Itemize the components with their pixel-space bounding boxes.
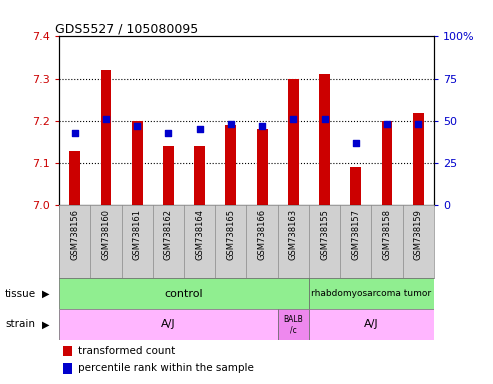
Text: GDS5527 / 105080095: GDS5527 / 105080095: [55, 22, 199, 35]
Text: GSM738164: GSM738164: [195, 209, 204, 260]
Text: rhabdomyosarcoma tumor: rhabdomyosarcoma tumor: [312, 289, 431, 298]
Bar: [70, 151, 80, 205]
Point: [196, 126, 204, 132]
Bar: [309, 309, 434, 340]
Point: [102, 116, 110, 122]
Text: strain: strain: [5, 319, 35, 329]
Text: GSM738166: GSM738166: [258, 209, 267, 260]
Text: control: control: [165, 289, 204, 299]
Text: GSM738156: GSM738156: [70, 209, 79, 260]
Text: GSM738159: GSM738159: [414, 209, 423, 260]
Bar: [309, 278, 434, 309]
Text: ▶: ▶: [42, 289, 49, 299]
Point: [414, 121, 422, 127]
Point: [165, 130, 173, 136]
Bar: [382, 121, 392, 205]
Bar: [194, 146, 205, 205]
Text: A/J: A/J: [364, 319, 379, 329]
Bar: [132, 121, 142, 205]
Text: A/J: A/J: [161, 319, 176, 329]
Text: GSM738162: GSM738162: [164, 209, 173, 260]
Text: GSM738161: GSM738161: [133, 209, 141, 260]
Bar: [257, 129, 268, 205]
Bar: [59, 278, 309, 309]
Text: GSM738158: GSM738158: [383, 209, 391, 260]
Bar: [288, 79, 299, 205]
Point: [133, 123, 141, 129]
Text: BALB
/c: BALB /c: [283, 315, 303, 334]
Point: [71, 130, 79, 136]
Text: GSM738157: GSM738157: [352, 209, 360, 260]
Point: [383, 121, 391, 127]
Bar: [63, 363, 72, 374]
Point: [320, 116, 328, 122]
Bar: [225, 125, 236, 205]
Bar: [413, 113, 423, 205]
Point: [352, 140, 360, 146]
Text: transformed count: transformed count: [78, 346, 175, 356]
Text: ▶: ▶: [42, 319, 49, 329]
Bar: [101, 70, 111, 205]
Bar: [59, 309, 278, 340]
Point: [258, 123, 266, 129]
Text: GSM738155: GSM738155: [320, 209, 329, 260]
Bar: [319, 74, 330, 205]
Point: [227, 121, 235, 127]
Text: GSM738165: GSM738165: [226, 209, 235, 260]
Bar: [351, 167, 361, 205]
Bar: [63, 346, 72, 356]
Text: GSM738160: GSM738160: [102, 209, 110, 260]
Bar: [278, 309, 309, 340]
Text: tissue: tissue: [5, 289, 36, 299]
Text: GSM738163: GSM738163: [289, 209, 298, 260]
Text: percentile rank within the sample: percentile rank within the sample: [78, 363, 254, 373]
Bar: [163, 146, 174, 205]
Point: [289, 116, 297, 122]
